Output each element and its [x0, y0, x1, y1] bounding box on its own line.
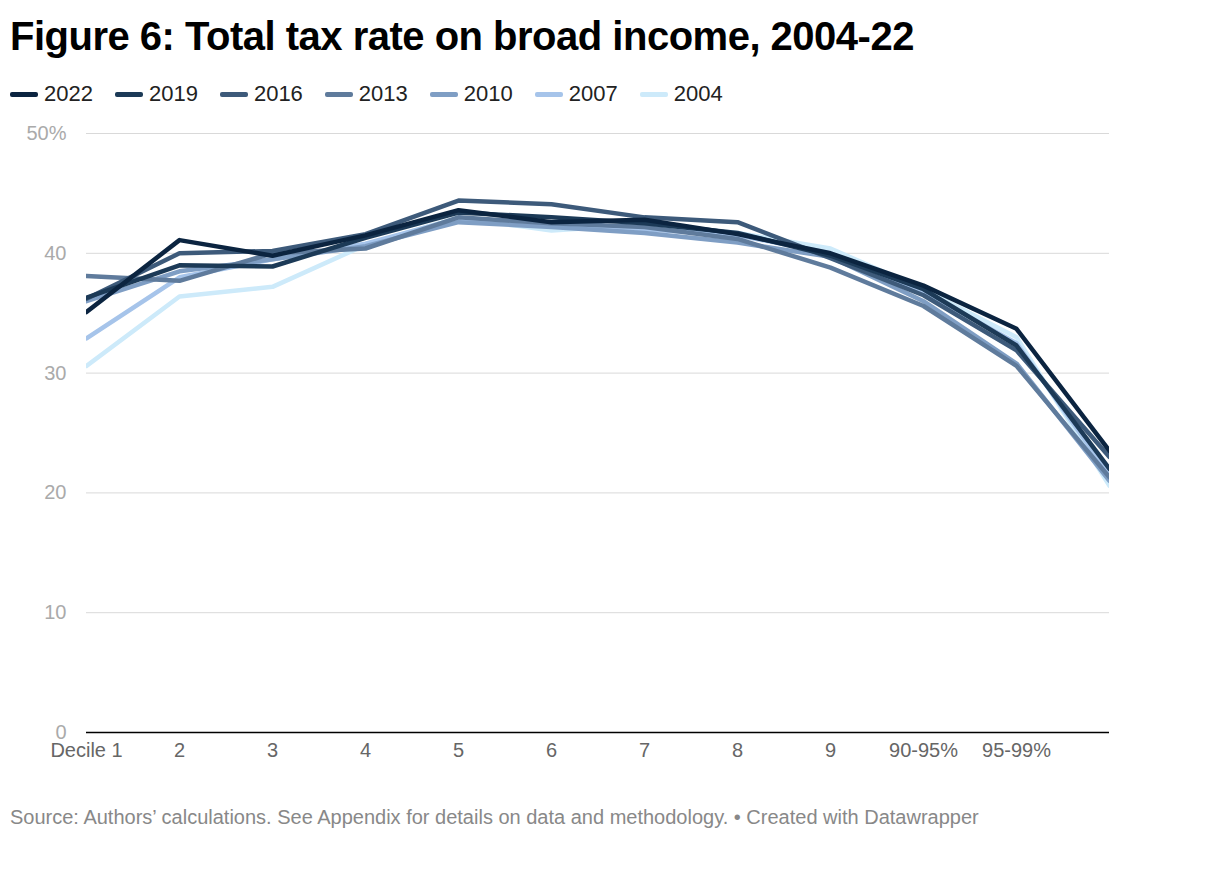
- html-text:2007: 2007: [568, 81, 618, 106]
- html-text:Source: Authors’ calculations.: Source: Authors’ calculations. See Appen…: [10, 806, 979, 828]
- svg-text:90-95%: 90-95%: [889, 739, 958, 761]
- svg-text:2: 2: [174, 739, 185, 761]
- svg-text:6: 6: [546, 739, 557, 761]
- svg-text:Decile 1: Decile 1: [50, 739, 122, 761]
- svg-text:10: 10: [44, 601, 66, 623]
- svg-text:3: 3: [267, 739, 278, 761]
- svg-text:4: 4: [360, 739, 371, 761]
- svg-text:50%: 50%: [26, 122, 66, 144]
- svg-text:5: 5: [453, 739, 464, 761]
- svg-text:7: 7: [639, 739, 650, 761]
- html-text:Figure 6: Total tax rate on br: Figure 6: Total tax rate on broad income…: [10, 14, 914, 58]
- svg-text:95-99%: 95-99%: [982, 739, 1051, 761]
- html-text:2004: 2004: [673, 81, 723, 106]
- svg-text:40: 40: [44, 242, 66, 264]
- svg-text:9: 9: [825, 739, 836, 761]
- svg-text:0: 0: [55, 720, 67, 743]
- svg-text:8: 8: [732, 739, 743, 761]
- html-text:2022: 2022: [44, 81, 93, 106]
- html-text:2013: 2013: [358, 81, 408, 106]
- svg-text:20: 20: [44, 481, 66, 503]
- svg-text:30: 30: [44, 362, 66, 384]
- html-text:2010: 2010: [463, 81, 513, 106]
- html-text:2016: 2016: [253, 81, 303, 106]
- html-text:2019: 2019: [149, 81, 198, 106]
